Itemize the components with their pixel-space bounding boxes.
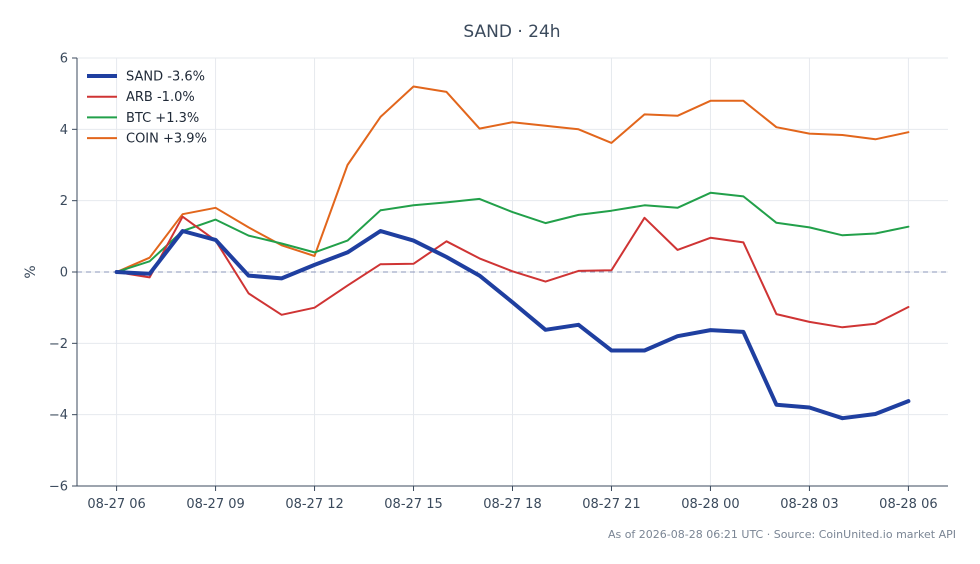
x-axis-ticks: 08-27 06 08-27 09 08-27 12 08-27 15 08-27 18… xyxy=(87,486,938,512)
y-tick-label-4: 2 xyxy=(60,194,68,209)
y-tick-label-5: 4 xyxy=(60,123,68,138)
x-tick-label-1: 08-27 09 xyxy=(186,497,244,512)
x-tick-label-6: 08-28 00 xyxy=(681,497,739,512)
series-line-2 xyxy=(115,191,910,273)
y-tick-label-2: −2 xyxy=(49,337,68,352)
y-axis-label: % xyxy=(23,265,39,278)
series-line-1 xyxy=(115,215,910,329)
x-tick-label-4: 08-27 18 xyxy=(483,497,541,512)
series-line-0 xyxy=(114,229,911,421)
chart-title: SAND · 24h xyxy=(463,22,560,42)
legend-label-2: BTC +1.3% xyxy=(126,111,199,126)
legend-label-0: SAND -3.6% xyxy=(126,70,205,85)
legend-label-1: ARB -1.0% xyxy=(126,90,195,105)
y-tick-label-0: −6 xyxy=(49,480,68,495)
y-tick-label-6: 6 xyxy=(60,52,68,67)
x-tick-label-3: 08-27 15 xyxy=(384,497,442,512)
series-lines xyxy=(114,85,911,421)
x-tick-label-8: 08-28 06 xyxy=(879,497,937,512)
x-tick-label-5: 08-27 21 xyxy=(582,497,640,512)
x-tick-label-2: 08-27 12 xyxy=(285,497,343,512)
source-note: As of 2026-08-28 06:21 UTC · Source: Coi… xyxy=(608,528,956,541)
x-tick-label-7: 08-28 03 xyxy=(780,497,838,512)
y-tick-label-3: 0 xyxy=(60,266,68,281)
y-axis-ticks: −6 −4 −2 0 2 4 6 xyxy=(49,52,77,495)
series-line-3 xyxy=(115,85,910,273)
x-tick-label-0: 08-27 06 xyxy=(87,497,145,512)
legend-label-3: COIN +3.9% xyxy=(126,132,207,147)
legend: SAND -3.6% ARB -1.0% BTC +1.3% COIN +3.9% xyxy=(87,70,207,147)
y-tick-label-1: −4 xyxy=(49,408,68,423)
